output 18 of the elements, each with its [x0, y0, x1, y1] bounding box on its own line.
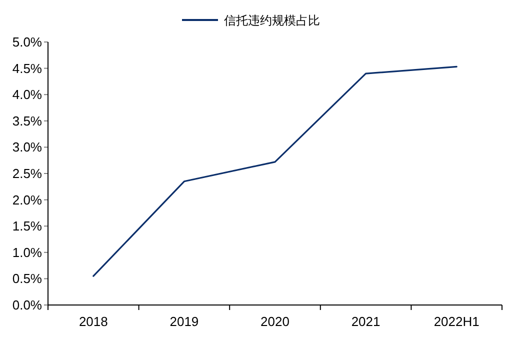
- y-tick-label: 1.0%: [12, 244, 42, 260]
- y-tick-label: 1.5%: [12, 218, 42, 234]
- x-tick-label: 2022H1: [434, 314, 480, 329]
- y-tick-label: 4.0%: [12, 87, 42, 102]
- legend: 信托违约规模占比: [182, 14, 320, 28]
- y-tick-label: 2.0%: [12, 192, 42, 208]
- y-tick-label: 3.5%: [12, 113, 42, 128]
- y-tick-label: 5.0%: [12, 34, 42, 50]
- x-tick-label: 2018: [78, 314, 108, 329]
- y-tick-label: 0.5%: [12, 271, 42, 286]
- legend-label: 信托违约规模占比: [224, 14, 320, 28]
- y-tick-label: 4.5%: [12, 60, 42, 76]
- y-tick-label: 3.0%: [12, 140, 42, 155]
- x-tick-label: 2019: [170, 314, 199, 329]
- y-tick-label: 0.0%: [12, 298, 42, 312]
- y-tick-label: 2.5%: [12, 166, 42, 181]
- x-tick-label: 2021: [351, 314, 380, 329]
- x-tick-label: 2020: [260, 314, 290, 329]
